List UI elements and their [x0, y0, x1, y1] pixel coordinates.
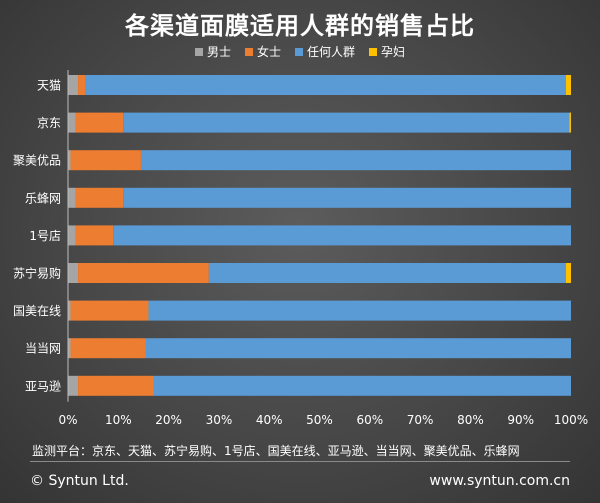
bar-segment	[85, 75, 566, 95]
bar-segment	[68, 300, 71, 321]
x-tick-label: 10%	[105, 413, 132, 427]
bar-segment	[208, 263, 566, 283]
bar-segment	[153, 375, 571, 396]
bar-segment	[68, 150, 71, 171]
bar-segment	[75, 112, 124, 133]
legend-label: 任何人群	[307, 45, 356, 59]
bar-segment	[565, 75, 571, 95]
bar-segment	[68, 338, 71, 359]
bar-segment	[565, 263, 571, 283]
copyright-text: © Syntun Ltd.	[30, 473, 129, 489]
bar-segment	[123, 112, 570, 133]
x-tick-label: 70%	[407, 413, 434, 427]
legend-swatch	[295, 47, 303, 56]
bar-segment	[68, 225, 76, 246]
footer-divider	[30, 461, 570, 462]
legend-swatch	[194, 47, 203, 56]
bar-segment	[145, 338, 571, 359]
category-label: 京东	[37, 116, 61, 130]
website-text: www.syntun.com.cn	[429, 473, 570, 489]
bar-segment	[68, 263, 79, 283]
x-tick-label: 50%	[306, 413, 333, 427]
bar-segment	[68, 187, 76, 208]
x-tick-label: 90%	[507, 413, 534, 427]
bar-segment	[68, 375, 79, 396]
chart-legend: 男士 女士 任何人群 孕妇	[0, 43, 600, 60]
footer-note: 监测平台：京东、天猫、苏宁易购、1号店、国美在线、亚马逊、当当网、聚美优品、乐蜂…	[32, 444, 520, 458]
category-label: 国美在线	[13, 304, 61, 318]
category-label: 乐蜂网	[25, 191, 61, 205]
legend-label: 女士	[256, 45, 281, 59]
bar-segment	[68, 75, 79, 95]
bar-segment	[75, 187, 124, 208]
legend-label: 男士	[206, 45, 231, 59]
bar-segment	[68, 112, 76, 133]
legend-swatch	[244, 47, 253, 56]
category-label: 苏宁易购	[13, 266, 61, 281]
category-label: 1号店	[29, 229, 61, 243]
bar-segment	[140, 150, 571, 171]
category-label: 天猫	[37, 79, 61, 93]
legend-item: 女士	[244, 43, 281, 60]
bar-segment	[70, 150, 141, 171]
legend-item: 孕妇	[369, 43, 405, 60]
bar-segment	[78, 263, 209, 283]
x-tick-label: 40%	[256, 413, 283, 427]
bar-segment	[70, 338, 146, 359]
bar-segment	[569, 112, 571, 133]
category-label: 当当网	[25, 342, 61, 356]
legend-label: 孕妇	[381, 45, 406, 59]
x-tick-label: 80%	[457, 413, 484, 427]
category-label: 亚马逊	[25, 379, 61, 393]
bar-segment	[113, 225, 572, 246]
legend-item: 任何人群	[295, 43, 355, 60]
category-label: 聚美优品	[13, 154, 61, 168]
legend-item: 男士	[194, 43, 231, 60]
x-tick-label: 100%	[554, 413, 588, 427]
legend-swatch	[369, 47, 378, 56]
x-tick-label: 0%	[58, 413, 77, 427]
bar-segment	[78, 75, 86, 95]
x-tick-label: 30%	[206, 413, 233, 427]
bar-segment	[70, 300, 149, 321]
bar-segment	[123, 187, 571, 208]
bar-segment	[78, 375, 154, 396]
chart-title: 各渠道面膜适用人群的销售占比	[125, 12, 475, 40]
x-tick-label: 60%	[356, 413, 383, 427]
bar-segment	[148, 300, 572, 321]
bar-segment	[75, 225, 114, 246]
x-tick-label: 20%	[155, 413, 182, 427]
